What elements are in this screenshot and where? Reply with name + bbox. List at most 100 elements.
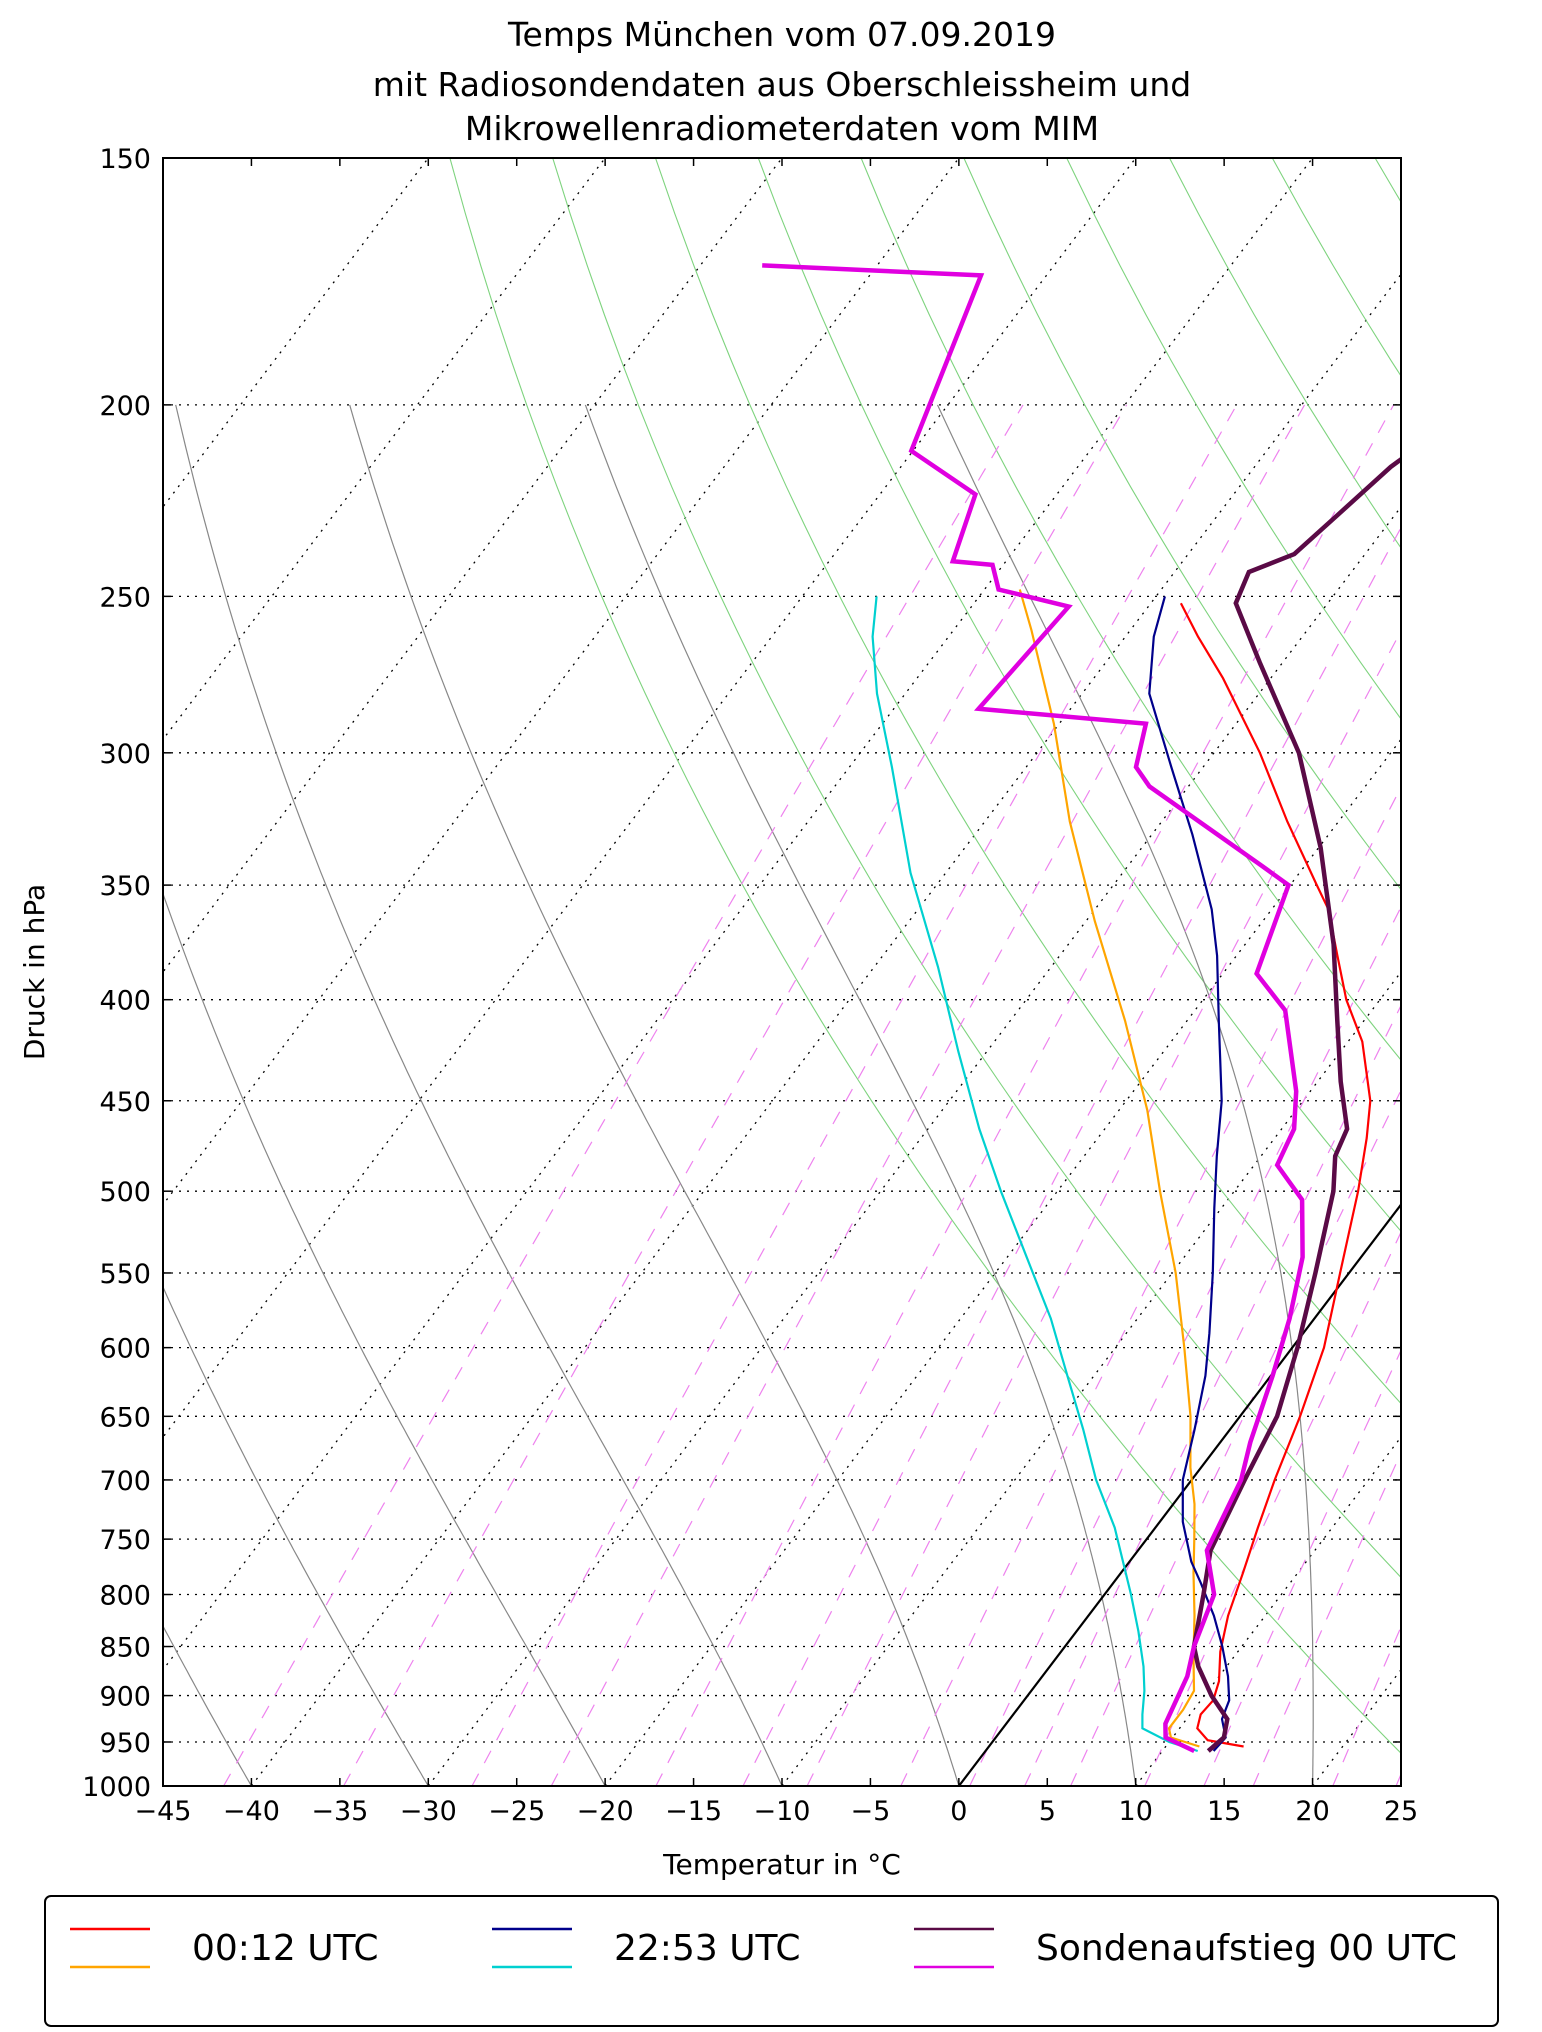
isotherm-gridline (163, 158, 429, 508)
y-tick-label: 450 (99, 1087, 151, 1118)
mixing-ratio-line (969, 905, 1401, 1786)
background-lines (163, 158, 1542, 1786)
series-line (762, 263, 1305, 1754)
y-tick-label: 300 (99, 739, 151, 770)
x-tick-label: 10 (1119, 1796, 1153, 1827)
mixing-ratio-line (1252, 1451, 1401, 1786)
dry-adiabat (1066, 158, 1401, 720)
moist-adiabat (175, 404, 783, 1786)
dry-adiabat (552, 158, 1401, 1579)
mixing-ratio-line (1534, 405, 1542, 1786)
x-tick-label: −40 (223, 1796, 280, 1827)
mixing-ratio-line (1332, 1625, 1401, 1786)
legend-frame (44, 1895, 1499, 2027)
mixing-ratio-line (343, 404, 1128, 1786)
y-axis: 1000 950 900 850 800 750 700 650 600 550 500 450 400… (82, 144, 1401, 1803)
y-tick-label: 550 (99, 1259, 151, 1290)
x-tick-label: −30 (400, 1796, 457, 1827)
moist-adiabat (163, 1624, 252, 1786)
series-line (1179, 602, 1372, 1748)
isotherm-gridline (163, 158, 606, 741)
series-line (1191, 456, 1401, 1753)
y-tick-label: 500 (99, 1177, 151, 1208)
x-tick-label: 25 (1384, 1796, 1418, 1827)
chart-title-line-2: mit Radiosondendaten aus Oberschleisshei… (373, 65, 1191, 104)
y-tick-label: 900 (99, 1682, 151, 1713)
dry-adiabat (1478, 158, 1542, 1786)
moist-adiabat (163, 891, 606, 1786)
x-axis: −45 −40 −35 −30 −25 −20 −15 −10 −5 0 5 10 15 20 25 (135, 158, 1418, 1827)
data-series (762, 263, 1401, 1754)
dry-adiabat (860, 158, 1401, 1061)
x-tick-label: −10 (754, 1796, 811, 1827)
legend-label-2253: 22:53 UTC (614, 1928, 801, 1969)
series-line (871, 596, 1199, 1753)
mixing-ratio-line (471, 404, 1238, 1786)
mixing-ratio-line (1395, 1772, 1401, 1786)
mixing-ratio-line (900, 786, 1401, 1786)
x-tick-label: 0 (950, 1796, 967, 1827)
x-tick-label: −35 (311, 1796, 368, 1827)
moist-adiabat (163, 1285, 429, 1786)
zero-degree-isotherm (958, 1202, 1401, 1786)
isotherm-gridline (163, 158, 1314, 1671)
y-tick-label: 200 (99, 391, 151, 422)
isotherm-gridline (427, 505, 1401, 1786)
y-tick-label: 1000 (82, 1772, 151, 1803)
x-tick-label: −5 (851, 1796, 891, 1827)
legend-label-sonde: Sondenaufstieg 00 UTC (1036, 1928, 1457, 1969)
isotherm-gridline (163, 158, 960, 1206)
x-tick-label: −20 (577, 1796, 634, 1827)
y-tick-label: 800 (99, 1581, 151, 1612)
chart-title-line-3: Mikrowellenradiometerdaten vom MIM (465, 109, 1099, 148)
mixing-ratio-line (1494, 405, 1542, 1786)
dry-adiabat (654, 158, 1401, 1405)
x-tick-label: 20 (1295, 1796, 1329, 1827)
y-tick-label: 250 (99, 582, 151, 613)
mixing-ratio-line (1144, 1230, 1401, 1786)
mixing-ratio-line (655, 404, 1395, 1786)
dry-adiabat (449, 158, 1401, 1755)
mixing-ratio-line (742, 526, 1401, 1786)
isotherm-gridline (250, 273, 1401, 1786)
legend: 00:12 UTC 22:53 UTC Sondenaufstieg 00 UT… (44, 1895, 1499, 2027)
mixing-ratio-line (1449, 405, 1542, 1786)
dry-adiabat (963, 158, 1401, 891)
y-tick-label: 950 (99, 1728, 151, 1759)
chart-title-line-1: Temps München vom 07.09.2019 (507, 15, 1056, 54)
series-line (1148, 596, 1231, 1752)
x-axis-label: Temperatur in °C (662, 1848, 901, 1881)
mixing-ratio-line (1024, 1004, 1401, 1786)
mixing-ratio-line (1203, 1348, 1401, 1786)
x-tick-label: −45 (135, 1796, 192, 1827)
moist-adiabat (936, 404, 1314, 1786)
moist-adiabat (349, 404, 960, 1786)
dry-adiabat (1169, 158, 1401, 549)
y-tick-label: 600 (99, 1334, 151, 1365)
legend-label-0012: 00:12 UTC (192, 1928, 379, 1969)
y-axis-label: Druck in hPa (18, 884, 51, 1060)
isotherm-gridline (163, 158, 783, 974)
isotherm-gridline (163, 158, 1137, 1439)
mixing-ratio-line (550, 404, 1306, 1786)
y-tick-label: 850 (99, 1633, 151, 1664)
y-tick-label: 150 (99, 144, 151, 175)
x-tick-label: 15 (1207, 1796, 1241, 1827)
y-tick-label: 400 (99, 986, 151, 1017)
mixing-ratio-line (806, 629, 1401, 1786)
moist-adiabat (1463, 405, 1542, 1786)
dry-adiabat (1271, 158, 1401, 377)
mixing-ratio-line (1070, 1088, 1401, 1786)
isotherm-gridline (1312, 1668, 1401, 1786)
y-tick-label: 750 (99, 1525, 151, 1556)
isotherm-gridline (1489, 158, 1542, 1786)
y-tick-label: 700 (99, 1466, 151, 1497)
y-tick-label: 650 (99, 1402, 151, 1433)
y-tick-label: 350 (99, 871, 151, 902)
moist-adiabat (584, 404, 1137, 1786)
isotherm-gridline (781, 970, 1401, 1786)
dry-adiabat (757, 158, 1401, 1233)
isotherm-gridline (958, 1203, 1401, 1786)
mixing-ratio-line (223, 404, 1024, 1786)
